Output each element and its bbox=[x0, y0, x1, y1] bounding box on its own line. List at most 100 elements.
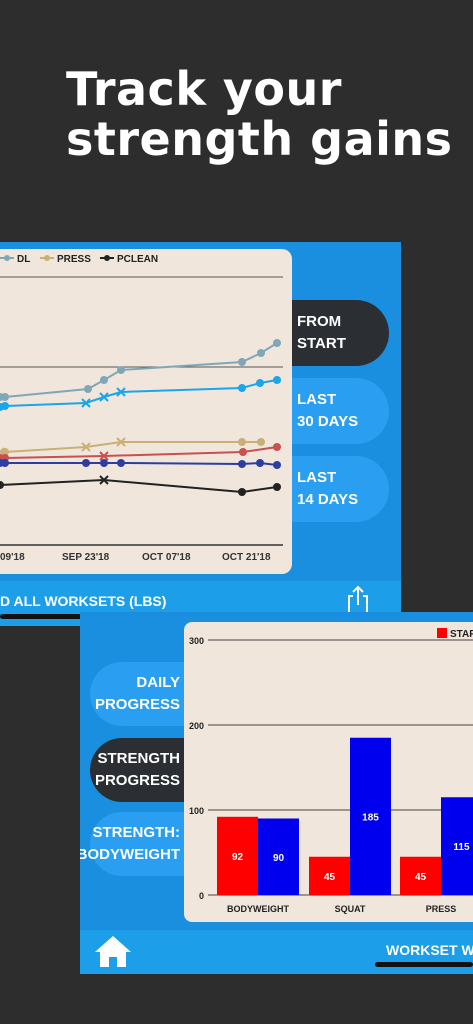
data-point bbox=[84, 385, 92, 393]
series-4 bbox=[0, 459, 281, 469]
bar bbox=[350, 737, 391, 895]
legend-label: STAR bbox=[450, 629, 473, 640]
data-point bbox=[116, 387, 126, 397]
bar-value-label: 115 bbox=[453, 842, 470, 853]
data-point bbox=[1, 402, 9, 410]
bar bbox=[309, 856, 350, 895]
data-point bbox=[100, 459, 108, 467]
data-point bbox=[100, 376, 108, 384]
data-point bbox=[99, 451, 109, 461]
menu-strength-progress[interactable]: STRENGTH PROGRESS bbox=[90, 738, 186, 802]
legend-marker bbox=[44, 255, 50, 261]
menu-strength-bodyweight[interactable]: STRENGTH: BODYWEIGHT bbox=[80, 812, 186, 876]
data-point bbox=[257, 438, 265, 446]
bar-chart-card: 0 100 200 300 STAR 92 90 BODYWEIGHT 45 185 SQUAT 45… bbox=[184, 622, 473, 922]
series-line bbox=[0, 478, 278, 494]
bar-value-label: 45 bbox=[324, 872, 336, 883]
scrollbar-indicator[interactable] bbox=[375, 962, 473, 967]
scrollbar-indicator[interactable] bbox=[0, 614, 92, 619]
data-point bbox=[238, 438, 246, 446]
menu-label-2: PROGRESS bbox=[94, 772, 180, 789]
legend-item: STAR bbox=[437, 628, 473, 640]
range-label-1: LAST bbox=[297, 391, 337, 408]
data-point bbox=[239, 448, 247, 456]
data-point bbox=[82, 459, 90, 467]
menu-label-1: DAILY bbox=[136, 674, 180, 691]
bar bbox=[400, 856, 441, 895]
y-tick-label: 300 bbox=[189, 636, 204, 646]
legend-label: DL bbox=[17, 254, 30, 265]
headline-line-2: strength gains bbox=[66, 112, 453, 166]
menu-label-1: STRENGTH: bbox=[92, 824, 181, 841]
chart-title-label: D ALL WORKSETS (LBS) bbox=[0, 593, 167, 609]
data-point bbox=[116, 437, 126, 447]
data-point bbox=[81, 398, 91, 408]
legend-swatch bbox=[437, 628, 447, 638]
range-label-2: START bbox=[297, 335, 346, 352]
data-point bbox=[99, 392, 109, 402]
menu-label-2: BODYWEIGHT bbox=[80, 846, 180, 863]
data-point bbox=[256, 379, 264, 387]
x-tick-label: OCT 07'18 bbox=[142, 552, 191, 563]
data-point bbox=[1, 459, 9, 467]
bar bbox=[258, 818, 299, 895]
series-0 bbox=[0, 339, 281, 401]
bar-value-label: 90 bbox=[273, 853, 285, 864]
data-point bbox=[238, 384, 246, 392]
series-3 bbox=[0, 443, 281, 462]
range-label-2: 30 DAYS bbox=[297, 413, 359, 430]
legend-marker bbox=[104, 255, 110, 261]
bar-value-label: 92 bbox=[232, 852, 244, 863]
range-last-30-days-button[interactable]: LAST 30 DAYS bbox=[292, 378, 389, 444]
home-icon[interactable] bbox=[93, 934, 133, 968]
data-point bbox=[117, 366, 125, 374]
bottom-bottom-bar: WORKSET WEIGH bbox=[80, 930, 473, 974]
range-label-1: LAST bbox=[297, 469, 337, 486]
data-point bbox=[238, 488, 246, 496]
data-point bbox=[256, 459, 264, 467]
range-label-1: FROM bbox=[297, 313, 342, 330]
series-1 bbox=[0, 376, 281, 411]
y-tick-label: 100 bbox=[189, 806, 204, 816]
data-point bbox=[81, 442, 91, 452]
x-tick-label: SEP 23'18 bbox=[62, 552, 110, 563]
range-from-start-button[interactable]: FROM START bbox=[292, 300, 389, 366]
legend-item: PRESS bbox=[40, 254, 91, 265]
top-app-screen: DL PRESS PCLEAN 09'18 SEP 23'18 OCT 07'18 OCT … bbox=[0, 242, 401, 626]
bar bbox=[217, 816, 258, 895]
data-point bbox=[1, 393, 9, 401]
legend-label: PRESS bbox=[57, 254, 91, 265]
bottom-bar-label: WORKSET WEIGH bbox=[386, 942, 473, 958]
menu-label-2: PROGRESS bbox=[94, 696, 180, 713]
y-tick-label: 200 bbox=[189, 721, 204, 731]
x-tick-label: 09'18 bbox=[0, 552, 25, 563]
menu-label-1: STRENGTH bbox=[97, 750, 181, 767]
bar bbox=[441, 797, 473, 895]
data-point bbox=[273, 483, 281, 491]
data-point bbox=[273, 461, 281, 469]
legend-item: DL bbox=[0, 254, 30, 265]
data-point bbox=[1, 448, 9, 456]
series-line bbox=[0, 441, 261, 453]
data-point bbox=[0, 481, 4, 489]
legend-item: PCLEAN bbox=[100, 254, 158, 265]
range-label-2: 14 DAYS bbox=[297, 491, 359, 508]
menu-daily-progress[interactable]: DAILY PROGRESS bbox=[90, 662, 186, 726]
legend-marker bbox=[4, 255, 10, 261]
bar-chart: 0 100 200 300 STAR 92 90 BODYWEIGHT 45 185 SQUAT 45… bbox=[189, 628, 473, 914]
headline: Track your strength gains bbox=[66, 64, 453, 164]
category-label: BODYWEIGHT bbox=[227, 904, 290, 914]
x-tick-label: OCT 21'18 bbox=[222, 552, 271, 563]
legend-label: PCLEAN bbox=[117, 254, 158, 265]
series-line bbox=[0, 446, 278, 459]
bottom-app-screen: DAILY PROGRESS STRENGTH PROGRESS STRENGT… bbox=[80, 612, 473, 974]
category-label: SQUAT bbox=[335, 904, 366, 914]
line-chart: DL PRESS PCLEAN 09'18 SEP 23'18 OCT 07'18 OCT … bbox=[0, 254, 283, 563]
series-2 bbox=[0, 437, 265, 457]
line-chart-card: DL PRESS PCLEAN 09'18 SEP 23'18 OCT 07'18 OCT … bbox=[0, 249, 292, 574]
bar-value-label: 45 bbox=[415, 872, 427, 883]
data-point bbox=[273, 376, 281, 384]
data-point bbox=[257, 349, 265, 357]
y-tick-label: 0 bbox=[199, 891, 204, 901]
range-last-14-days-button[interactable]: LAST 14 DAYS bbox=[292, 456, 389, 522]
